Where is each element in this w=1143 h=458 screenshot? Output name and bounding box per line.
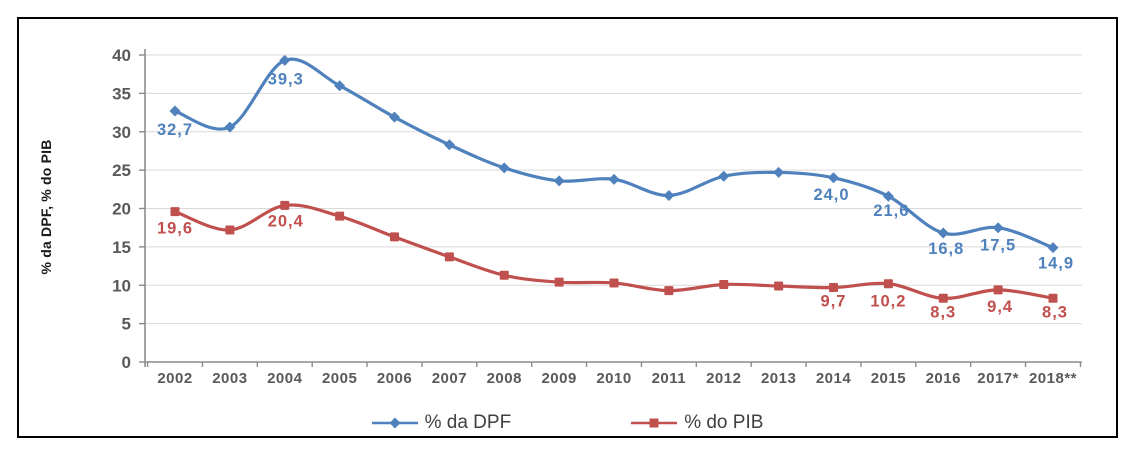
data-point-square [225, 225, 235, 235]
data-point-diamond [553, 175, 565, 187]
data-point-diamond [224, 121, 236, 133]
data-point-square [170, 207, 180, 217]
x-tick-label: 2012 [706, 370, 741, 387]
y-tick-label: 15 [112, 238, 131, 257]
data-label: 17,5 [980, 237, 1016, 255]
y-tick-label: 10 [112, 276, 131, 295]
axes: 0 5 10 15 20 25 30 35 40 2002 2003 2004 2005 2006 2007… [112, 46, 1082, 387]
data-label: 19,6 [157, 220, 193, 238]
data-point-diamond [334, 80, 346, 92]
y-tick-label: 30 [112, 123, 131, 142]
data-point-square [664, 286, 674, 296]
data-point-diamond [663, 189, 675, 201]
x-tick-label: 2014 [816, 370, 852, 387]
data-point-square [719, 279, 729, 289]
data-point-square [499, 270, 509, 280]
y-tick-label: 5 [122, 315, 131, 334]
chart-legend: % da DPF % do PIB [19, 410, 1116, 436]
x-tick-label: 2009 [541, 370, 576, 387]
data-point-diamond [608, 173, 620, 185]
data-point-square [335, 211, 345, 221]
data-point-diamond [389, 111, 400, 123]
data-point-square [554, 277, 564, 287]
data-point-square [390, 232, 399, 242]
legend-label: % do PIB [684, 412, 764, 433]
data-label: 20,4 [268, 212, 304, 230]
data-label: 32,7 [157, 121, 193, 139]
x-tick-label: 2013 [761, 370, 796, 387]
data-label: 24,0 [813, 186, 849, 204]
x-tick-label: 2017* [977, 370, 1019, 387]
y-tick-label: 0 [122, 353, 131, 372]
legend-label: % da DPF [424, 412, 512, 433]
data-label: 9,7 [821, 293, 847, 311]
data-point-diamond [718, 170, 730, 182]
data-point-square [1048, 293, 1058, 303]
y-tick-label: 40 [112, 46, 131, 65]
x-tick-label: 2018** [1029, 370, 1077, 387]
legend-square-marker-icon [631, 418, 678, 428]
y-tick-label: 20 [112, 200, 131, 219]
data-point-square [829, 283, 838, 293]
x-tick-label: 2011 [652, 370, 687, 387]
legend-diamond-marker-icon [371, 417, 418, 429]
chart-frame [17, 17, 1118, 438]
data-point-square [774, 281, 784, 291]
data-label: 8,3 [1042, 303, 1068, 321]
x-tick-label: 2006 [377, 370, 412, 387]
data-point-square [938, 293, 948, 303]
x-tick-label: 2007 [432, 370, 467, 387]
x-tick-label: 2005 [322, 370, 357, 387]
data-point-square [444, 252, 454, 262]
data-point-diamond [443, 139, 455, 151]
x-tick-label: 2016 [926, 370, 961, 387]
x-tick-label: 2002 [157, 370, 192, 387]
data-point-diamond [882, 190, 894, 202]
y-tick-label: 35 [112, 84, 131, 103]
data-label: 8,3 [930, 303, 956, 321]
gridlines [145, 54, 1082, 325]
x-tick-label: 2015 [871, 370, 906, 387]
legend-item-pib: % do PIB [631, 412, 763, 434]
data-point-diamond [279, 54, 291, 66]
data-point-diamond [937, 227, 949, 239]
data-point-square [883, 279, 893, 289]
series-dpf: 32,7 39,3 24,0 21,6 16,8 17,5 14,9 [157, 54, 1074, 273]
data-point-square [609, 278, 619, 288]
data-point-diamond [992, 222, 1004, 234]
data-point-diamond [498, 162, 510, 174]
x-tick-label: 2010 [596, 370, 631, 387]
data-point-diamond [169, 105, 181, 117]
data-point-diamond [773, 166, 785, 178]
legend-item-dpf: % da DPF [371, 412, 512, 434]
x-tick-label: 2004 [267, 370, 303, 387]
x-tick-label: 2003 [212, 370, 247, 387]
data-label: 16,8 [928, 240, 964, 258]
data-point-diamond [1047, 242, 1059, 254]
data-point-diamond [828, 172, 839, 184]
series-pib: 19,6 20,4 9,7 10,2 8,3 9,4 8,3 [157, 200, 1068, 321]
data-point-square [993, 285, 1003, 295]
x-tick-label: 2008 [487, 370, 522, 387]
data-label: 39,3 [268, 70, 304, 88]
data-label: 10,2 [870, 293, 906, 311]
y-tick-label: 25 [112, 161, 131, 180]
data-label: 21,6 [873, 202, 909, 220]
data-label: 9,4 [987, 298, 1013, 316]
data-label: 14,9 [1038, 255, 1074, 273]
data-point-square [280, 200, 290, 210]
